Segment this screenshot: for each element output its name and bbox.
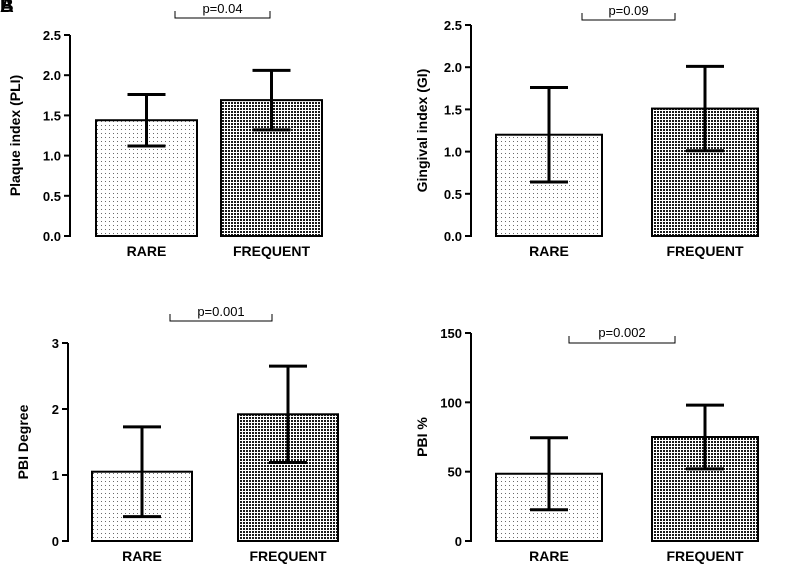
y-axis-title: Gingival index (GI) [414, 69, 430, 193]
y-tick-label: 0.0 [444, 229, 462, 244]
y-tick-label: 100 [440, 395, 462, 410]
category-label: FREQUENT [667, 548, 744, 564]
y-tick-label: 0 [455, 534, 462, 549]
y-axis-title: PBI Degree [15, 404, 31, 479]
category-label: RARE [529, 548, 569, 564]
category-label: FREQUENT [233, 243, 310, 259]
y-tick-label: 2.5 [444, 18, 462, 33]
y-tick-label: 1.0 [444, 145, 462, 160]
p-value-label: p=0.001 [197, 304, 244, 319]
panel-letter-b: B [0, 0, 14, 17]
y-tick-label: 2.0 [43, 68, 61, 83]
y-axis-title: PBI % [414, 417, 430, 457]
category-label: RARE [127, 243, 167, 259]
y-tick-label: 0 [52, 534, 59, 549]
panel-letter-a: A [0, 0, 14, 17]
chart-panel-2: RARE FREQUENT 0.0 0.5 1.0 1.5 2.0 2.5 Gingival i… [414, 3, 759, 259]
significance-bracket [174, 11, 271, 19]
category-label: FREQUENT [667, 243, 744, 259]
p-value-label: p=0.002 [598, 325, 645, 340]
y-tick-label: 50 [448, 465, 462, 480]
category-label: FREQUENT [250, 548, 327, 564]
y-tick-label: 0.5 [43, 189, 61, 204]
p-value-label: p=0.09 [608, 3, 648, 18]
y-axis-title: Plaque index (PLI) [7, 75, 23, 196]
y-tick-label: 1.0 [43, 149, 61, 164]
y-tick-label: 1.5 [444, 102, 462, 117]
y-tick-label: 0.0 [43, 229, 61, 244]
chart-panel-1: RARE FREQUENT 0.0 0.5 1.0 1.5 2.0 2.5 Plaque ind… [7, 1, 323, 259]
chart-panel-4: RARE FREQUENT 0 50 100 150 PBI % p=0.002 [414, 325, 759, 564]
significance-bracket [568, 336, 676, 344]
y-tick-label: 150 [440, 326, 462, 341]
bar-rare [95, 119, 198, 237]
p-value-label: p=0.04 [202, 1, 242, 16]
y-tick-label: 0.5 [444, 187, 462, 202]
significance-bracket [581, 13, 676, 21]
category-label: RARE [122, 548, 162, 564]
significance-bracket [169, 314, 273, 322]
y-tick-label: 1 [52, 468, 59, 483]
y-tick-label: 3 [52, 336, 59, 351]
y-tick-label: 2 [52, 402, 59, 417]
y-tick-label: 2.0 [444, 60, 462, 75]
y-tick-label: 2.5 [43, 28, 61, 43]
chart-panel-3: RARE FREQUENT 0 1 2 3 PBI Degree p=0.001 [15, 304, 339, 564]
category-label: RARE [529, 243, 569, 259]
y-tick-label: 1.5 [43, 108, 61, 123]
